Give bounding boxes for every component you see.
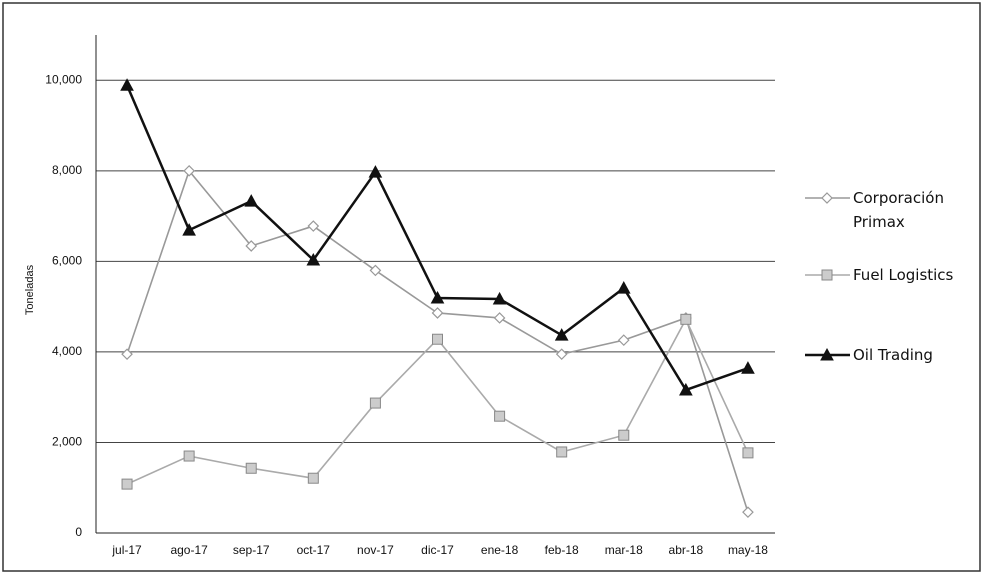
legend-label: Fuel Logistics (853, 266, 954, 284)
marker-triangle (492, 291, 507, 305)
marker-triangle (616, 281, 631, 294)
x-tick-label: ago-17 (170, 543, 208, 557)
marker-diamond (821, 192, 833, 204)
marker-diamond (245, 240, 258, 252)
y-tick-label: 0 (75, 525, 82, 539)
x-tick-label: feb-18 (545, 543, 579, 557)
marker-diamond (555, 348, 568, 361)
marker-triangle (741, 361, 755, 374)
x-tick-label: dic-17 (421, 543, 454, 557)
marker-square (432, 333, 443, 345)
y-tick-label: 4,000 (52, 344, 82, 358)
marker-square (121, 478, 133, 490)
marker-diamond (493, 312, 506, 324)
marker-square (680, 313, 692, 325)
y-tick-label: 10,000 (45, 72, 82, 86)
marker-square (494, 410, 506, 422)
x-tick-label: oct-17 (297, 543, 331, 557)
x-tick-label: abr-18 (669, 543, 704, 557)
marker-square (307, 472, 319, 484)
marker-square (369, 397, 381, 409)
marker-diamond (307, 220, 320, 232)
marker-triangle (820, 347, 834, 361)
marker-triangle (554, 328, 569, 341)
x-tick-label: mar-18 (605, 543, 643, 557)
marker-triangle (182, 223, 196, 236)
marker-diamond (431, 307, 444, 319)
x-tick-label: ene-18 (481, 543, 519, 557)
marker-square (618, 429, 630, 441)
marker-square (821, 269, 833, 281)
legend-label: Oil Trading (853, 346, 933, 364)
marker-diamond (183, 164, 195, 177)
marker-square (742, 447, 754, 459)
marker-triangle (368, 165, 383, 178)
x-tick-label: nov-17 (357, 543, 394, 557)
marker-diamond (121, 348, 133, 361)
marker-square (245, 462, 257, 474)
marker-square (556, 446, 568, 458)
marker-triangle (306, 252, 321, 266)
marker-triangle (679, 382, 693, 396)
y-tick-label: 2,000 (52, 435, 82, 449)
marker-triangle (430, 290, 445, 304)
marker-diamond (369, 264, 382, 277)
marker-diamond (617, 334, 630, 346)
marker-diamond (742, 506, 754, 519)
x-tick-label: may-18 (728, 543, 768, 557)
y-tick-label: 6,000 (52, 254, 82, 268)
legend-label: Corporación Primax (853, 189, 944, 231)
y-tick-label: 8,000 (52, 163, 82, 177)
marker-square (183, 450, 195, 462)
marker-triangle (244, 194, 259, 207)
marker-triangle (120, 78, 134, 91)
y-axis-label: Toneladas (24, 264, 36, 315)
x-tick-label: jul-17 (111, 543, 142, 557)
x-tick-label: sep-17 (233, 543, 270, 557)
